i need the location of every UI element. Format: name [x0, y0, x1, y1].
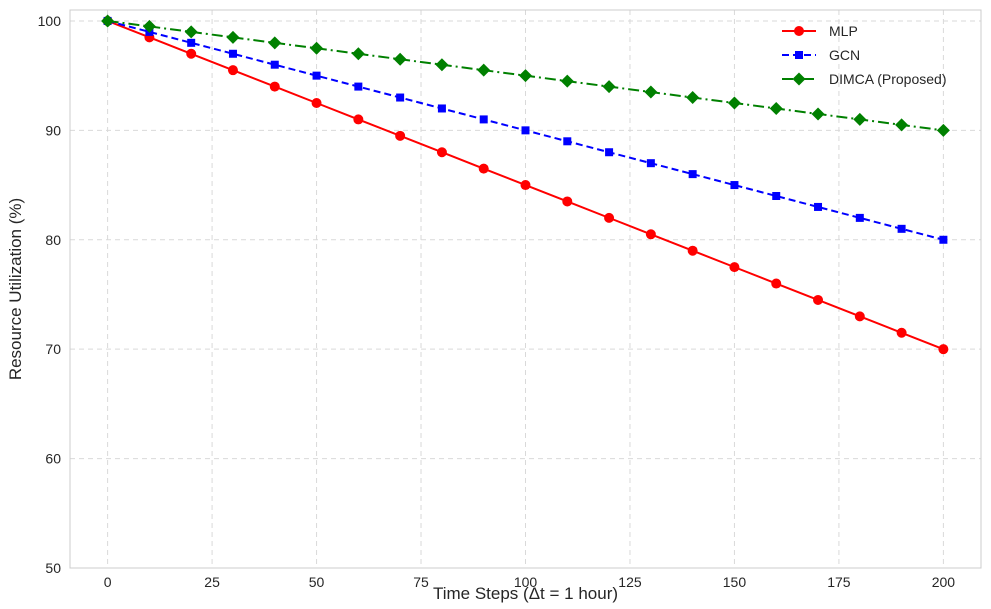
- legend-item: DIMCA (Proposed): [782, 71, 946, 87]
- data-point: [813, 294, 824, 305]
- data-point: [142, 19, 156, 33]
- data-point: [226, 30, 240, 44]
- data-point: [312, 71, 321, 80]
- data-point: [354, 82, 363, 91]
- legend-label: DIMCA (Proposed): [829, 71, 946, 87]
- data-point: [184, 25, 198, 39]
- series-2: [101, 14, 950, 137]
- series-group: [101, 14, 950, 355]
- data-point: [936, 123, 950, 137]
- legend-label: GCN: [829, 47, 860, 63]
- data-point: [853, 112, 867, 126]
- data-point: [519, 69, 532, 83]
- data-point: [478, 163, 489, 174]
- grid: [70, 10, 981, 569]
- series-0: [102, 15, 949, 355]
- data-point: [771, 278, 782, 289]
- data-point: [729, 262, 740, 273]
- x-tick-label: 125: [618, 574, 642, 590]
- x-tick-label: 100: [514, 574, 538, 590]
- data-point: [435, 58, 449, 72]
- data-point: [646, 159, 655, 168]
- data-point: [479, 115, 488, 124]
- data-point: [769, 101, 783, 115]
- data-point: [477, 63, 491, 77]
- data-point: [687, 245, 698, 256]
- x-tick-label: 75: [413, 574, 429, 590]
- data-point: [396, 93, 405, 102]
- x-tick-label: 175: [827, 574, 851, 590]
- data-point: [855, 213, 864, 222]
- y-tick-label: 50: [45, 560, 61, 576]
- y-tick-label: 70: [45, 341, 61, 357]
- data-point: [645, 229, 656, 240]
- data-point: [311, 98, 322, 108]
- data-point: [310, 41, 324, 55]
- data-point: [520, 180, 531, 191]
- data-point: [437, 104, 446, 113]
- x-axis-title: Time Steps (Δt = 1 hour): [433, 584, 618, 603]
- data-point: [688, 170, 697, 179]
- data-point: [186, 48, 197, 59]
- legend-marker: [795, 51, 803, 59]
- legend-item: MLP: [782, 23, 858, 39]
- data-point: [393, 52, 407, 66]
- data-point: [896, 327, 907, 338]
- y-axis-title: Resource Utilization (%): [6, 198, 25, 380]
- y-tick-label: 90: [45, 122, 61, 138]
- data-point: [895, 118, 909, 132]
- data-point: [101, 14, 115, 28]
- x-tick-label: 25: [204, 574, 220, 590]
- x-tick-label: 150: [723, 574, 747, 590]
- data-point: [605, 148, 614, 157]
- data-point: [772, 192, 781, 200]
- axis-ticks: 0 25 50 75 100 125 150 175 200 50 60 70 80 90 100: [38, 13, 956, 590]
- data-point: [814, 202, 823, 211]
- data-point: [730, 181, 739, 190]
- x-tick-label: 200: [932, 574, 956, 590]
- legend-marker: [792, 72, 806, 86]
- data-point: [228, 49, 237, 58]
- data-point: [269, 81, 280, 92]
- data-point: [187, 38, 196, 47]
- data-point: [938, 344, 949, 355]
- legend-item: GCN: [782, 47, 860, 63]
- legend: MLP GCN DIMCA (Proposed): [782, 23, 946, 87]
- data-point: [604, 212, 615, 223]
- data-point: [563, 137, 572, 146]
- data-point: [644, 85, 658, 99]
- y-tick-label: 60: [45, 451, 61, 467]
- legend-marker: [794, 26, 804, 36]
- data-point: [897, 224, 906, 233]
- x-tick-label: 50: [309, 574, 325, 590]
- data-point: [686, 91, 700, 105]
- data-point: [727, 96, 741, 110]
- legend-label: MLP: [829, 23, 858, 39]
- data-point: [270, 60, 279, 69]
- data-point: [602, 80, 616, 94]
- y-tick-label: 80: [45, 232, 61, 248]
- data-point: [560, 74, 574, 88]
- plot-area: [69, 9, 982, 569]
- data-point: [939, 235, 948, 244]
- y-tick-label: 100: [38, 13, 62, 29]
- data-point: [436, 147, 447, 158]
- data-point: [521, 126, 530, 135]
- data-point: [562, 196, 573, 207]
- data-point: [811, 107, 825, 121]
- data-point: [268, 36, 282, 50]
- x-tick-label: 0: [104, 574, 112, 590]
- data-point: [227, 65, 238, 76]
- data-point: [351, 47, 365, 61]
- data-point: [395, 130, 406, 141]
- data-point: [854, 311, 865, 322]
- data-point: [353, 114, 364, 125]
